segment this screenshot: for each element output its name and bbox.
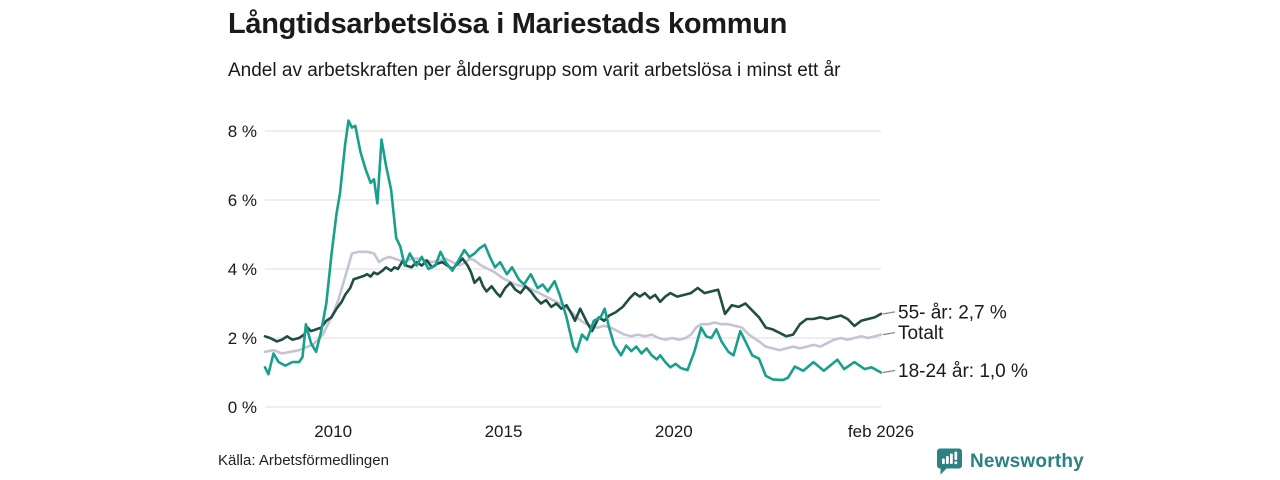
newsworthy-logo-text: Newsworthy bbox=[970, 450, 1084, 472]
y-tick-label: 2 % bbox=[228, 329, 257, 348]
page-title: Långtidsarbetslösa i Mariestads kommun bbox=[228, 8, 788, 40]
y-tick-label: 6 % bbox=[228, 191, 257, 210]
series-end-label-totalt: Totalt bbox=[898, 323, 944, 344]
series-line-18-24-ar bbox=[263, 119, 883, 382]
y-tick-label: 0 % bbox=[228, 398, 257, 417]
x-tick-label: 2020 bbox=[655, 422, 693, 441]
series-end-label-55-ar: 55- år: 2,7 % bbox=[898, 302, 1007, 323]
page-subtitle: Andel av arbetskraften per åldersgrupp s… bbox=[228, 60, 841, 81]
y-tick-label: 4 % bbox=[228, 260, 257, 279]
series-end-label-18-24-ar: 18-24 år: 1,0 % bbox=[898, 361, 1028, 382]
x-tick-label: 2015 bbox=[485, 422, 523, 441]
y-tick-label: 8 % bbox=[228, 122, 257, 141]
end-label-connector bbox=[882, 369, 896, 374]
newsworthy-logo: Newsworthy bbox=[936, 447, 1084, 476]
end-label-connector bbox=[882, 311, 896, 315]
source-note: Källa: Arbetsförmedlingen bbox=[218, 452, 389, 469]
series-line-55-ar bbox=[263, 257, 883, 343]
speech-bubble-shape bbox=[937, 448, 962, 475]
newsworthy-logo-icon bbox=[936, 447, 963, 476]
end-label-connector bbox=[882, 331, 896, 336]
x-tick-label: feb 2026 bbox=[848, 422, 914, 441]
x-tick-label: 2010 bbox=[314, 422, 352, 441]
